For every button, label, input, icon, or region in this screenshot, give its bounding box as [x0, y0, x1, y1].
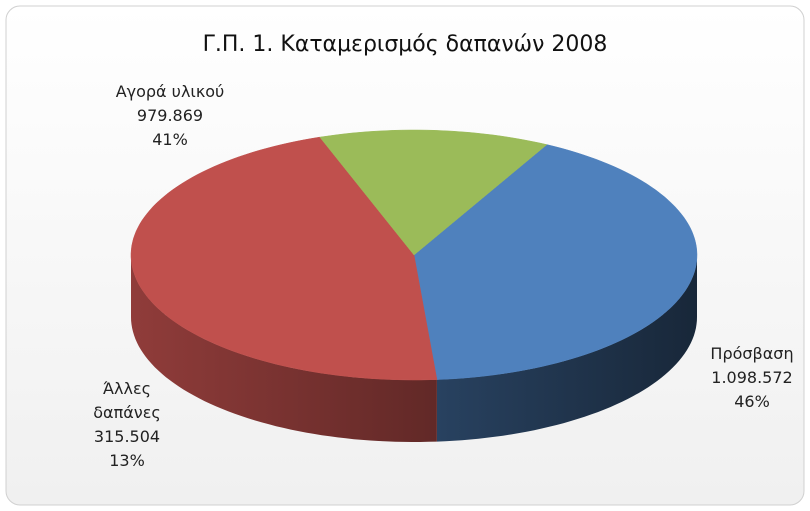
slice	[319, 129, 548, 256]
slice-side	[131, 255, 437, 442]
label-percent: 41%	[152, 130, 188, 149]
label-category: Άλλες δαπάνες	[93, 379, 161, 422]
label-category: Πρόσβαση	[710, 344, 794, 363]
data-label: Άλλες δαπάνες 315.504 13%	[72, 377, 182, 473]
slice	[130, 136, 438, 381]
slice	[413, 144, 698, 380]
data-label: Πρόσβαση 1.098.572 46%	[682, 342, 810, 414]
label-value: 979.869	[136, 106, 204, 125]
label-percent: 13%	[109, 451, 145, 470]
pie	[130, 129, 698, 442]
label-value: 1.098.572	[711, 368, 793, 387]
slice-side	[436, 255, 697, 442]
chart-title: Γ.Π. 1. Καταμερισμός δαπανών 2008	[202, 32, 608, 57]
label-percent: 46%	[734, 392, 770, 411]
label-value: 315.504	[93, 427, 161, 446]
data-label: Αγορά υλικού 979.869 41%	[85, 80, 255, 152]
label-category: Αγορά υλικού	[115, 82, 225, 101]
